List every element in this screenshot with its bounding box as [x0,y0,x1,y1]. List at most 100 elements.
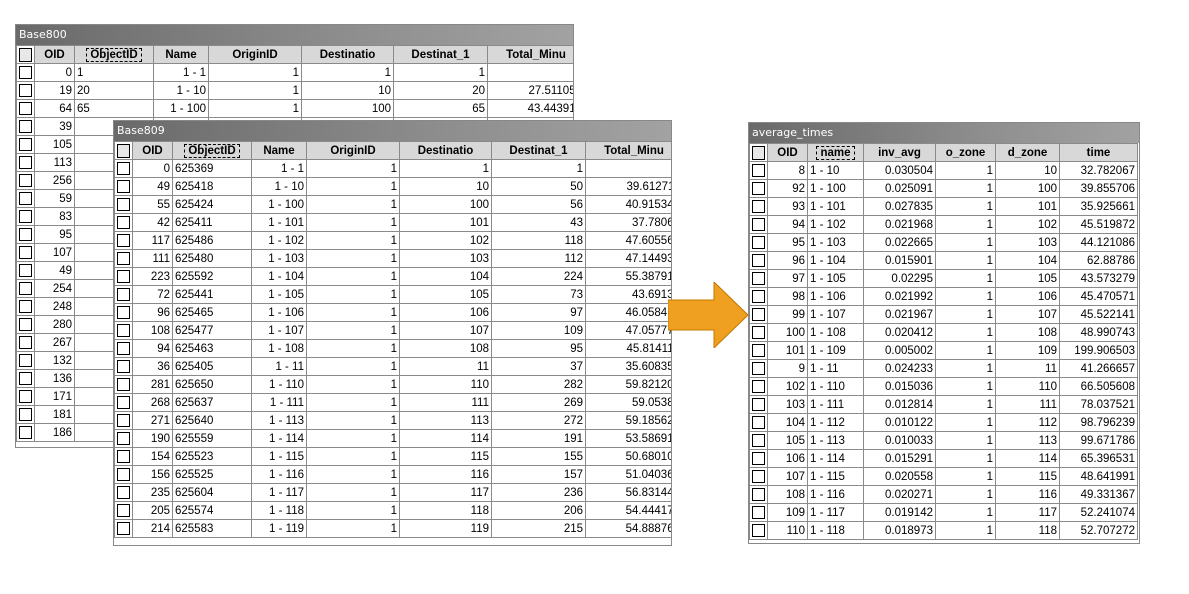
table-cell[interactable]: 100 [301,99,394,118]
table-cell[interactable]: 93 [767,197,808,216]
table-cell[interactable]: 1 [935,233,996,252]
table-cell[interactable]: 11 [399,357,492,376]
table-cell[interactable]: 100 [399,195,492,214]
table-window-base809[interactable]: Base809 OID ObjectID Name OriginID Destinati… [113,120,672,546]
table-cell[interactable]: 101 [399,213,492,232]
table-cell[interactable]: 95 [34,225,75,244]
table-cell[interactable]: 1 - 119 [251,519,307,538]
table-cell[interactable]: 625592 [172,267,252,286]
table-cell[interactable]: 1 [306,321,400,340]
table-cell[interactable]: 1 - 105 [251,285,307,304]
table-cell[interactable]: 39.855706 [1059,179,1138,198]
row-selector[interactable] [16,423,35,442]
table-cell[interactable]: 1 - 114 [251,429,307,448]
table-cell[interactable]: 1 - 103 [807,233,864,252]
table-cell[interactable]: 1 [935,521,996,540]
table-cell[interactable]: 1 - 107 [251,321,307,340]
table-cell[interactable]: 20 [393,81,488,100]
table-cell[interactable]: 1 [935,341,996,360]
table-cell[interactable]: 190 [132,429,173,448]
table-row[interactable]: 92 1 - 100 0.025091 1 100 39.855706 [749,179,1138,198]
row-selector[interactable] [114,483,133,502]
table-cell[interactable]: 10 [301,81,394,100]
table-cell[interactable]: 1 [935,197,996,216]
table-cell[interactable]: 0 [487,63,573,82]
row-selector[interactable] [16,333,35,352]
table-cell[interactable]: 1 [935,305,996,324]
table-cell[interactable]: 111 [399,393,492,412]
table-cell[interactable]: 35.925661 [1059,197,1138,216]
column-header[interactable]: OriginID [306,141,400,160]
table-cell[interactable]: 1 [393,63,488,82]
row-selector[interactable] [114,267,133,286]
row-selector[interactable] [114,321,133,340]
table-cell[interactable]: 1 [935,269,996,288]
table-cell[interactable]: 55.387912 [585,267,671,286]
row-selector[interactable] [114,249,133,268]
table-cell[interactable]: 111 [995,395,1060,414]
table-cell[interactable]: 65 [74,99,154,118]
table-cell[interactable]: 1 [306,447,400,466]
table-cell[interactable]: 45.814113 [585,339,671,358]
table-cell[interactable]: 1 - 104 [807,251,864,270]
column-header[interactable]: OID [132,141,173,160]
table-cell[interactable]: 136 [34,369,75,388]
row-selector[interactable] [16,135,35,154]
row-selector[interactable] [749,197,768,216]
table-row[interactable]: 96 1 - 104 0.015901 1 104 62.88786 [749,251,1138,270]
table-cell[interactable]: 107 [995,305,1060,324]
row-selector[interactable] [749,503,768,522]
table-cell[interactable]: 46.058452 [585,303,671,322]
table-cell[interactable]: 267 [34,333,75,352]
table-cell[interactable]: 19 [34,81,75,100]
table-cell[interactable]: 625369 [172,159,252,178]
table-cell[interactable]: 106 [995,287,1060,306]
table-cell[interactable]: 1 [935,215,996,234]
row-selector[interactable] [749,179,768,198]
table-cell[interactable]: 1 [306,411,400,430]
table-cell[interactable]: 1 [935,359,996,378]
table-cell[interactable]: 104 [767,413,808,432]
table-cell[interactable]: 0.02295 [863,269,936,288]
table-row[interactable]: 97 1 - 105 0.02295 1 105 43.573279 [749,269,1138,288]
row-selector[interactable] [114,375,133,394]
table-cell[interactable]: 1 [306,339,400,358]
row-selector[interactable] [114,501,133,520]
table-cell[interactable]: 111 [132,249,173,268]
table-cell[interactable]: 36 [132,357,173,376]
table-cell[interactable]: 101 [767,341,808,360]
table-cell[interactable]: 1 [306,357,400,376]
row-selector[interactable] [114,213,133,232]
table-cell[interactable]: 45.519872 [1059,215,1138,234]
table-cell[interactable]: 1 [208,81,302,100]
table-cell[interactable]: 42 [132,213,173,232]
table-cell[interactable]: 53.586914 [585,429,671,448]
table-cell[interactable]: 1 - 108 [807,323,864,342]
table-cell[interactable]: 104 [995,251,1060,270]
table-cell[interactable]: 1 - 116 [807,485,864,504]
table-cell[interactable]: 105 [34,135,75,154]
column-header[interactable]: Name [251,141,307,160]
table-cell[interactable]: 625463 [172,339,252,358]
row-selector[interactable] [749,269,768,288]
table-cell[interactable]: 112 [491,249,586,268]
table-cell[interactable]: 0.027835 [863,197,936,216]
table-cell[interactable]: 157 [491,465,586,484]
table-cell[interactable]: 1 - 113 [251,411,307,430]
table-cell[interactable]: 1 [935,467,996,486]
table-cell[interactable]: 11 [995,359,1060,378]
row-selector[interactable] [749,395,768,414]
select-all-box[interactable] [114,141,133,160]
table-cell[interactable]: 100 [767,323,808,342]
table-cell[interactable]: 1 [306,285,400,304]
table-cell[interactable]: 1 - 114 [807,449,864,468]
